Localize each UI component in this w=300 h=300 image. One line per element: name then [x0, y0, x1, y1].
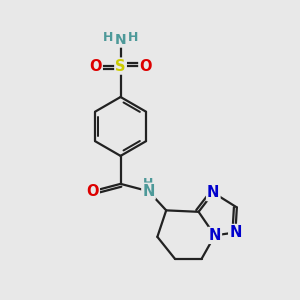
Text: H: H: [128, 31, 138, 44]
Text: H: H: [103, 31, 113, 44]
Text: N: N: [115, 33, 126, 46]
Text: N: N: [142, 184, 155, 199]
Text: O: O: [139, 58, 152, 74]
Text: O: O: [89, 58, 102, 74]
Text: S: S: [115, 58, 126, 74]
Text: O: O: [86, 184, 99, 199]
Text: N: N: [207, 185, 220, 200]
Text: N: N: [229, 225, 242, 240]
Text: N: N: [208, 228, 221, 243]
Text: H: H: [143, 177, 154, 190]
